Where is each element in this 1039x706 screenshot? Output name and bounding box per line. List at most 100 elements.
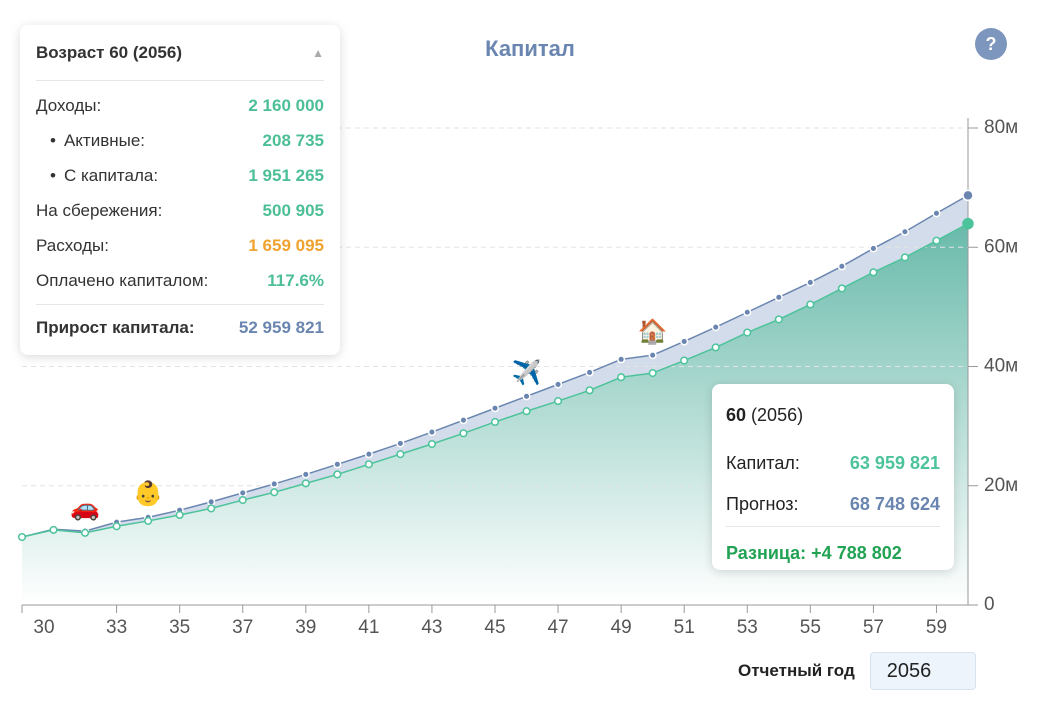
diff: Разница: +4 788 802 bbox=[726, 527, 940, 579]
chart-title: Капитал bbox=[485, 36, 575, 61]
y-tick-label: 80м bbox=[984, 117, 1018, 138]
point bbox=[837, 284, 846, 293]
row: На сбережения: 500 905 bbox=[36, 193, 324, 228]
point bbox=[207, 504, 216, 513]
value: 52 959 821 bbox=[238, 318, 324, 337]
label: Прогноз: bbox=[726, 493, 799, 514]
point bbox=[962, 189, 974, 202]
point bbox=[680, 337, 689, 346]
x-tick-label: 53 bbox=[737, 617, 758, 638]
x-tick-label: 30 bbox=[33, 617, 54, 638]
point bbox=[711, 323, 720, 332]
row: Расходы: 1 659 095 bbox=[36, 228, 324, 263]
value: 208 735 bbox=[262, 130, 324, 150]
point bbox=[270, 488, 279, 497]
value: 117.6% bbox=[267, 270, 324, 290]
x-tick-label: 37 bbox=[232, 617, 253, 638]
x-tick-label: 41 bbox=[358, 617, 379, 638]
summary-panel: Возраст 60 (2056) ▲ Доходы: 2 160 000 Акти… bbox=[20, 25, 340, 355]
point bbox=[522, 407, 531, 416]
point bbox=[869, 268, 878, 277]
label: Отчетный год bbox=[738, 661, 855, 680]
point bbox=[743, 308, 752, 317]
row: Оплачено капиталом: 117.6% bbox=[36, 263, 324, 298]
row: Прогноз: 68 748 624 bbox=[726, 482, 940, 527]
x-tick-label: 51 bbox=[674, 617, 695, 638]
tooltip: 60 (2056) Капитал: 63 959 821 Прогноз: 68 … bbox=[712, 384, 954, 570]
point bbox=[617, 355, 626, 364]
row: Капитал: 63 959 821 bbox=[726, 444, 940, 482]
x-tick-label: 45 bbox=[484, 617, 505, 638]
label: Капитал: bbox=[726, 452, 800, 473]
point bbox=[522, 392, 531, 401]
row: С капитала: 1 951 265 bbox=[36, 158, 324, 193]
point bbox=[207, 497, 216, 506]
value: 63 959 821 bbox=[849, 452, 940, 473]
year-input[interactable]: 2056 bbox=[869, 652, 976, 690]
point bbox=[743, 328, 752, 337]
point bbox=[932, 209, 941, 218]
event-icon: 👶 bbox=[133, 480, 163, 508]
point bbox=[774, 315, 783, 324]
point bbox=[774, 293, 783, 302]
point bbox=[806, 278, 815, 287]
x-tick-label: 49 bbox=[611, 617, 632, 638]
label: На сбережения: bbox=[36, 200, 163, 220]
point bbox=[333, 470, 342, 479]
x-tick-label: 57 bbox=[863, 617, 884, 638]
point bbox=[585, 368, 594, 377]
x-tick-label: 47 bbox=[547, 617, 568, 638]
point bbox=[680, 356, 689, 365]
point bbox=[490, 404, 500, 413]
point bbox=[333, 460, 342, 469]
point bbox=[364, 450, 373, 459]
x-tick-label: 39 bbox=[295, 617, 316, 638]
point bbox=[238, 488, 247, 497]
x-tick-label: 43 bbox=[421, 617, 442, 638]
point bbox=[364, 460, 373, 469]
point bbox=[900, 227, 909, 236]
panel-title: Возраст 60 (2056) bbox=[36, 42, 183, 62]
point bbox=[301, 479, 310, 488]
point bbox=[301, 470, 310, 479]
x-tick-label: 55 bbox=[800, 617, 821, 638]
y-tick-label: 40м bbox=[984, 356, 1018, 377]
point bbox=[459, 416, 468, 425]
point bbox=[554, 380, 563, 389]
point bbox=[270, 479, 279, 489]
point bbox=[490, 417, 500, 427]
value: 500 905 bbox=[262, 200, 324, 220]
value: 2 160 000 bbox=[248, 95, 324, 115]
label: Доходы: bbox=[36, 95, 102, 115]
point bbox=[427, 439, 436, 449]
point bbox=[900, 253, 909, 262]
point bbox=[81, 528, 90, 537]
collapse-toggle[interactable]: ▲ bbox=[312, 45, 324, 60]
point bbox=[144, 516, 153, 525]
point bbox=[617, 373, 626, 382]
x-tick-label: 59 bbox=[926, 617, 947, 638]
diff-text: Разница: +4 788 802 bbox=[726, 542, 902, 563]
label: Прирост капитала: bbox=[36, 318, 195, 337]
row: Доходы: 2 160 000 bbox=[36, 88, 324, 123]
point bbox=[112, 522, 121, 531]
point bbox=[869, 244, 878, 253]
event-icon: 🚗 bbox=[70, 494, 100, 521]
point bbox=[396, 450, 405, 459]
value: 1 951 265 bbox=[248, 165, 324, 185]
event-icon: ✈️ bbox=[512, 358, 542, 387]
help-button[interactable]: ? bbox=[975, 28, 1007, 60]
point bbox=[585, 386, 594, 395]
point bbox=[49, 525, 58, 534]
point bbox=[711, 343, 720, 352]
point bbox=[427, 428, 436, 437]
point bbox=[837, 262, 846, 271]
value: 1 659 095 bbox=[248, 235, 324, 255]
point bbox=[648, 351, 657, 360]
label: Расходы: bbox=[36, 235, 109, 255]
event-icon: 🏠 bbox=[638, 319, 668, 346]
point bbox=[962, 217, 974, 230]
point bbox=[238, 496, 247, 505]
point bbox=[806, 300, 815, 309]
